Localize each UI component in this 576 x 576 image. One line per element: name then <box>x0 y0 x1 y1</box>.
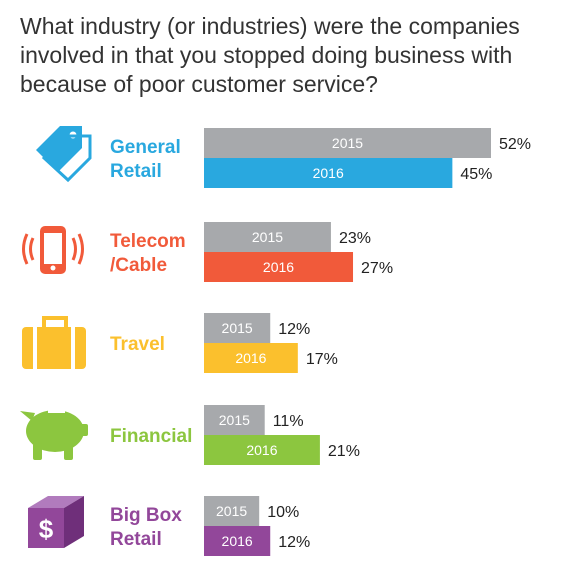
category-label: /Cable <box>110 255 167 276</box>
bar-series-label: 2016 <box>263 259 294 275</box>
icon-smartphone <box>22 226 84 274</box>
icon-piggy-bank <box>20 410 88 460</box>
value-label: 45% <box>460 166 492 183</box>
value-label: 17% <box>306 351 338 368</box>
dollar-box-icon: $ <box>28 496 84 548</box>
bar-2016 <box>204 526 271 556</box>
category-label: Retail <box>110 161 162 182</box>
bar-2015 <box>204 222 331 252</box>
category-label: Travel <box>110 334 165 355</box>
value-label: 23% <box>339 230 371 247</box>
value-label: 10% <box>267 504 299 521</box>
bar-series-label: 2016 <box>313 165 344 181</box>
category-label: Retail <box>110 529 162 550</box>
value-label: 52% <box>499 136 531 153</box>
bar-series-label: 2015 <box>216 503 247 519</box>
value-label: 21% <box>328 443 360 460</box>
bar-2016 <box>204 343 298 373</box>
bar-2015 <box>204 405 265 435</box>
bar-series-label: 2015 <box>252 229 283 245</box>
bar-series-label: 2015 <box>219 412 250 428</box>
bar-2015 <box>204 313 271 343</box>
bar-series-label: 2016 <box>235 350 266 366</box>
bar-series-label: 2015 <box>222 320 253 336</box>
icon-price-tag <box>36 126 92 183</box>
value-label: 11% <box>273 413 304 430</box>
price-tag-icon <box>36 126 92 183</box>
bar-2016 <box>204 158 453 188</box>
value-label: 12% <box>278 321 310 338</box>
value-label: 27% <box>361 260 393 277</box>
piggy-bank-icon <box>20 410 88 460</box>
category-label: Financial <box>110 426 192 447</box>
category-label: Big Box <box>110 505 182 526</box>
bar-2016 <box>204 252 354 282</box>
icon-suitcase <box>22 316 86 369</box>
question-title: What industry (or industries) were the c… <box>20 13 520 97</box>
bar-series-label: 2016 <box>246 442 277 458</box>
smartphone-icon <box>22 226 84 274</box>
icon-dollar-box: $ <box>28 496 84 548</box>
bar-series-label: 2015 <box>332 135 363 151</box>
bar-2015 <box>204 128 491 158</box>
value-label: 12% <box>278 534 310 551</box>
category-label: Telecom <box>110 231 186 252</box>
bar-2016 <box>204 435 320 465</box>
svg-text:$: $ <box>39 514 54 544</box>
category-label: General <box>110 137 181 158</box>
bar-series-label: 2016 <box>222 533 253 549</box>
bar-2015 <box>204 496 260 526</box>
suitcase-icon <box>22 316 86 369</box>
